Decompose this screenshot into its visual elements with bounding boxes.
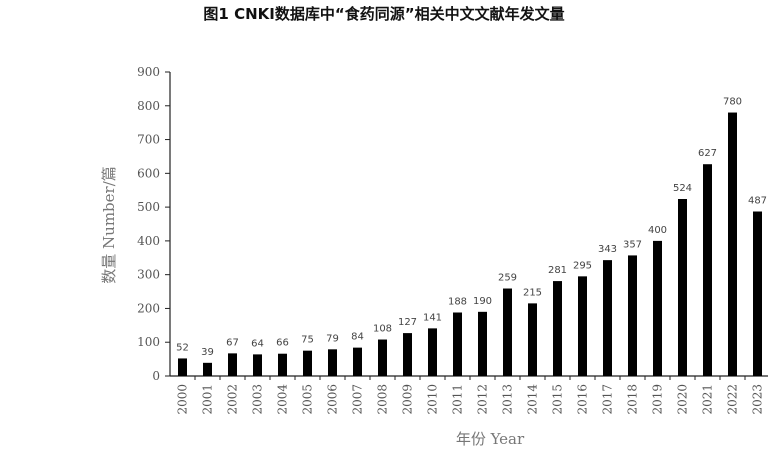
x-tick-label-2006: 2006 xyxy=(326,384,340,415)
bar-2023 xyxy=(753,211,762,376)
chart-title: 图1 CNKI数据库中“食药同源”相关中文文献年发文量 xyxy=(203,5,565,23)
bar-2021 xyxy=(703,164,712,376)
y-axis-title: 数量 Number/篇 xyxy=(100,166,118,283)
data-label-2010: 141 xyxy=(423,312,442,323)
data-label-2018: 357 xyxy=(623,239,642,250)
x-tick-label-2021: 2021 xyxy=(701,384,715,415)
bar-2000 xyxy=(178,358,187,376)
data-label-2017: 343 xyxy=(598,244,617,255)
x-ticks: 2000 2001 2002 2003 2004 2005 2006 2007 2008 2009… xyxy=(176,376,765,415)
bar-2017 xyxy=(603,260,612,376)
data-label-2006: 79 xyxy=(326,333,339,344)
x-tick-label-2017: 2017 xyxy=(601,384,615,415)
data-label-2009: 127 xyxy=(398,317,417,328)
y-tick-label: 500 xyxy=(137,200,160,214)
y-tick-label: 400 xyxy=(137,234,160,248)
data-label-2004: 66 xyxy=(276,338,289,349)
data-label-2014: 215 xyxy=(523,287,542,298)
data-label-2021: 627 xyxy=(698,148,717,159)
data-labels: 52 39 67 64 66 75 79 84 108 127 141 188 190 259 215 281… xyxy=(176,97,767,358)
y-tick-label: 200 xyxy=(137,301,160,315)
y-tick-label: 900 xyxy=(137,65,160,79)
x-tick-label-2004: 2004 xyxy=(276,384,290,415)
y-tick-label: 100 xyxy=(137,335,160,349)
data-label-2008: 108 xyxy=(373,324,392,335)
y-ticks: 0 100 200 300 400 500 600 700 800 900 xyxy=(137,65,170,383)
bar-2007 xyxy=(353,347,362,376)
data-label-2003: 64 xyxy=(251,338,264,349)
bar-2002 xyxy=(228,353,237,376)
bar-2006 xyxy=(328,349,337,376)
y-tick-label: 700 xyxy=(137,133,160,147)
bar-2003 xyxy=(253,354,262,376)
x-tick-label-2018: 2018 xyxy=(626,384,640,415)
x-tick-label-2011: 2011 xyxy=(451,384,465,415)
data-label-2002: 67 xyxy=(226,337,239,348)
data-label-2007: 84 xyxy=(351,332,364,343)
bar-2008 xyxy=(378,339,387,376)
x-tick-label-2007: 2007 xyxy=(351,384,365,415)
x-tick-label-2019: 2019 xyxy=(651,384,665,415)
bars xyxy=(178,112,762,377)
x-tick-label-2002: 2002 xyxy=(226,384,240,415)
y-tick-label: 300 xyxy=(137,268,160,282)
data-label-2011: 188 xyxy=(448,296,467,307)
x-tick-label-2023: 2023 xyxy=(751,384,765,415)
data-label-2012: 190 xyxy=(473,296,492,307)
bar-2018 xyxy=(628,255,637,376)
x-tick-label-2009: 2009 xyxy=(401,384,415,415)
x-tick-label-2016: 2016 xyxy=(576,384,590,415)
bar-2016 xyxy=(578,276,587,376)
bar-2014 xyxy=(528,303,537,376)
bar-2010 xyxy=(428,328,437,376)
y-tick-label: 800 xyxy=(137,99,160,113)
bar-2019 xyxy=(653,240,662,376)
x-tick-label-2001: 2001 xyxy=(201,384,215,415)
data-label-2020: 524 xyxy=(673,183,692,194)
bar-2020 xyxy=(678,199,687,376)
x-tick-label-2022: 2022 xyxy=(726,384,740,415)
bar-2004 xyxy=(278,353,287,376)
x-axis-title: 年份 Year xyxy=(456,430,525,448)
bar-2012 xyxy=(478,311,487,376)
data-label-2013: 259 xyxy=(498,273,517,284)
data-label-2019: 400 xyxy=(648,225,667,236)
bar-2015 xyxy=(553,281,562,376)
data-label-2022: 780 xyxy=(723,97,742,108)
y-tick-label: 600 xyxy=(137,166,160,180)
x-tick-label-2003: 2003 xyxy=(251,384,265,415)
x-tick-label-2008: 2008 xyxy=(376,384,390,415)
data-label-2016: 295 xyxy=(573,260,592,271)
bar-2009 xyxy=(403,333,412,376)
bar-2022 xyxy=(728,112,737,377)
x-tick-label-2000: 2000 xyxy=(176,384,190,415)
x-tick-label-2015: 2015 xyxy=(551,384,565,415)
data-label-2023: 487 xyxy=(748,196,767,207)
x-tick-label-2005: 2005 xyxy=(301,384,315,415)
y-tick-label: 0 xyxy=(152,369,160,383)
bar-2011 xyxy=(453,312,462,376)
data-label-2001: 39 xyxy=(201,347,214,358)
x-tick-label-2010: 2010 xyxy=(426,384,440,415)
x-tick-label-2020: 2020 xyxy=(676,384,690,415)
x-tick-label-2013: 2013 xyxy=(501,384,515,415)
bar-2005 xyxy=(303,350,312,376)
bar-2001 xyxy=(203,362,212,376)
data-label-2015: 281 xyxy=(548,265,567,276)
bar-2013 xyxy=(503,288,512,376)
data-label-2000: 52 xyxy=(176,342,189,353)
x-tick-label-2012: 2012 xyxy=(476,384,490,415)
x-tick-label-2014: 2014 xyxy=(526,384,540,415)
data-label-2005: 75 xyxy=(301,335,314,346)
